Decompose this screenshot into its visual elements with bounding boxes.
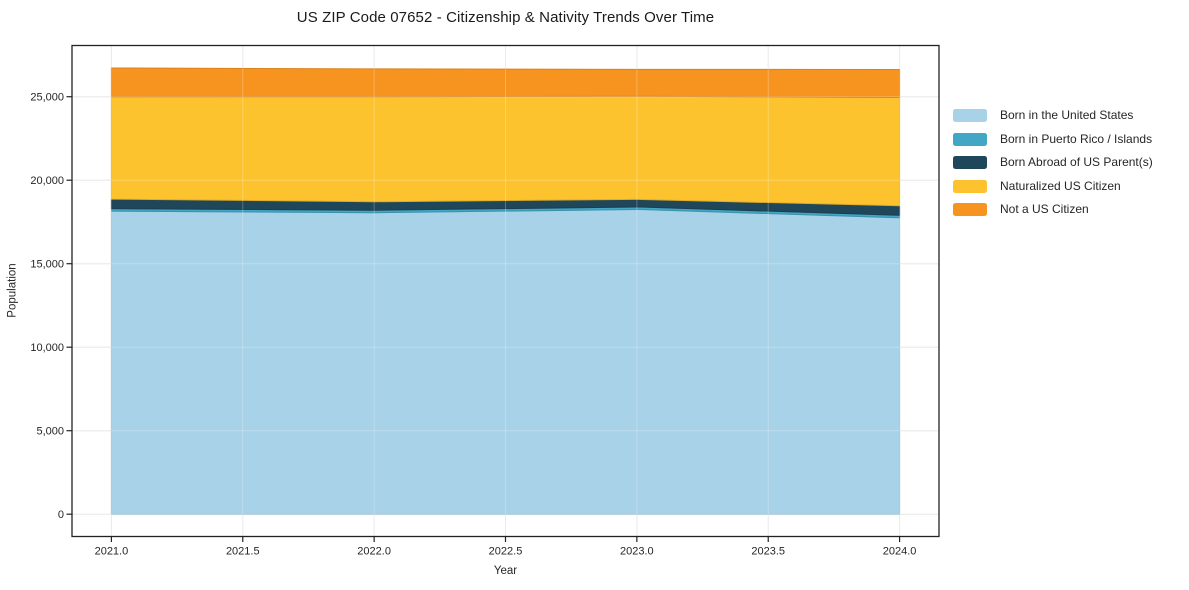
x-tick-label: 2022.0 bbox=[357, 546, 391, 558]
legend-item: Born Abroad of US Parent(s) bbox=[953, 156, 1153, 169]
y-tick-label: 5,000 bbox=[36, 425, 64, 437]
axis-ticks: 2021.0 2021.5 2022.0 2022.5 2023.0 2023.5 2024… bbox=[30, 92, 916, 558]
legend-label: Born in the United States bbox=[1000, 108, 1134, 122]
x-tick-label: 2022.5 bbox=[489, 546, 523, 558]
x-tick-label: 2023.5 bbox=[751, 546, 785, 558]
y-tick-label: 25,000 bbox=[30, 92, 64, 104]
legend-label: Born Abroad of US Parent(s) bbox=[1000, 155, 1153, 169]
x-tick-label: 2023.0 bbox=[620, 546, 654, 558]
chart-title: US ZIP Code 07652 - Citizenship & Nativi… bbox=[296, 9, 715, 26]
legend-item: Born in Puerto Rico / Islands bbox=[953, 131, 1153, 146]
legend-item: Not a US Citizen bbox=[953, 203, 1153, 216]
legend-item: Naturalized US Citizen bbox=[953, 178, 1153, 193]
area-not-a-us-citizen bbox=[110, 67, 901, 99]
x-tick-label: 2024.0 bbox=[883, 546, 917, 558]
legend-swatch bbox=[953, 179, 987, 193]
gridline-overlay bbox=[72, 45, 939, 537]
x-tick-label: 2021.0 bbox=[95, 546, 129, 558]
y-tick-label: 15,000 bbox=[30, 259, 64, 271]
stacked-areas bbox=[110, 67, 901, 515]
legend-label: Not a US Citizen bbox=[1000, 202, 1089, 216]
x-axis-label: Year bbox=[493, 565, 518, 577]
legend-swatch bbox=[953, 203, 987, 216]
legend-swatch bbox=[953, 132, 987, 146]
legend-swatch bbox=[953, 109, 987, 122]
legend-swatch bbox=[953, 156, 987, 169]
legend-label: Naturalized US Citizen bbox=[1000, 178, 1121, 193]
legend-item: Born in the United States bbox=[953, 109, 1153, 122]
legend: Born in the United States Born in Puerto … bbox=[953, 109, 1153, 216]
y-tick-label: 10,000 bbox=[30, 342, 64, 354]
x-tick-label: 2021.5 bbox=[226, 546, 260, 558]
y-tick-label: 0 bbox=[58, 509, 64, 521]
legend-label: Born in Puerto Rico / Islands bbox=[1000, 131, 1153, 146]
y-tick-label: 20,000 bbox=[30, 175, 64, 187]
y-axis-label: Population bbox=[6, 263, 19, 318]
